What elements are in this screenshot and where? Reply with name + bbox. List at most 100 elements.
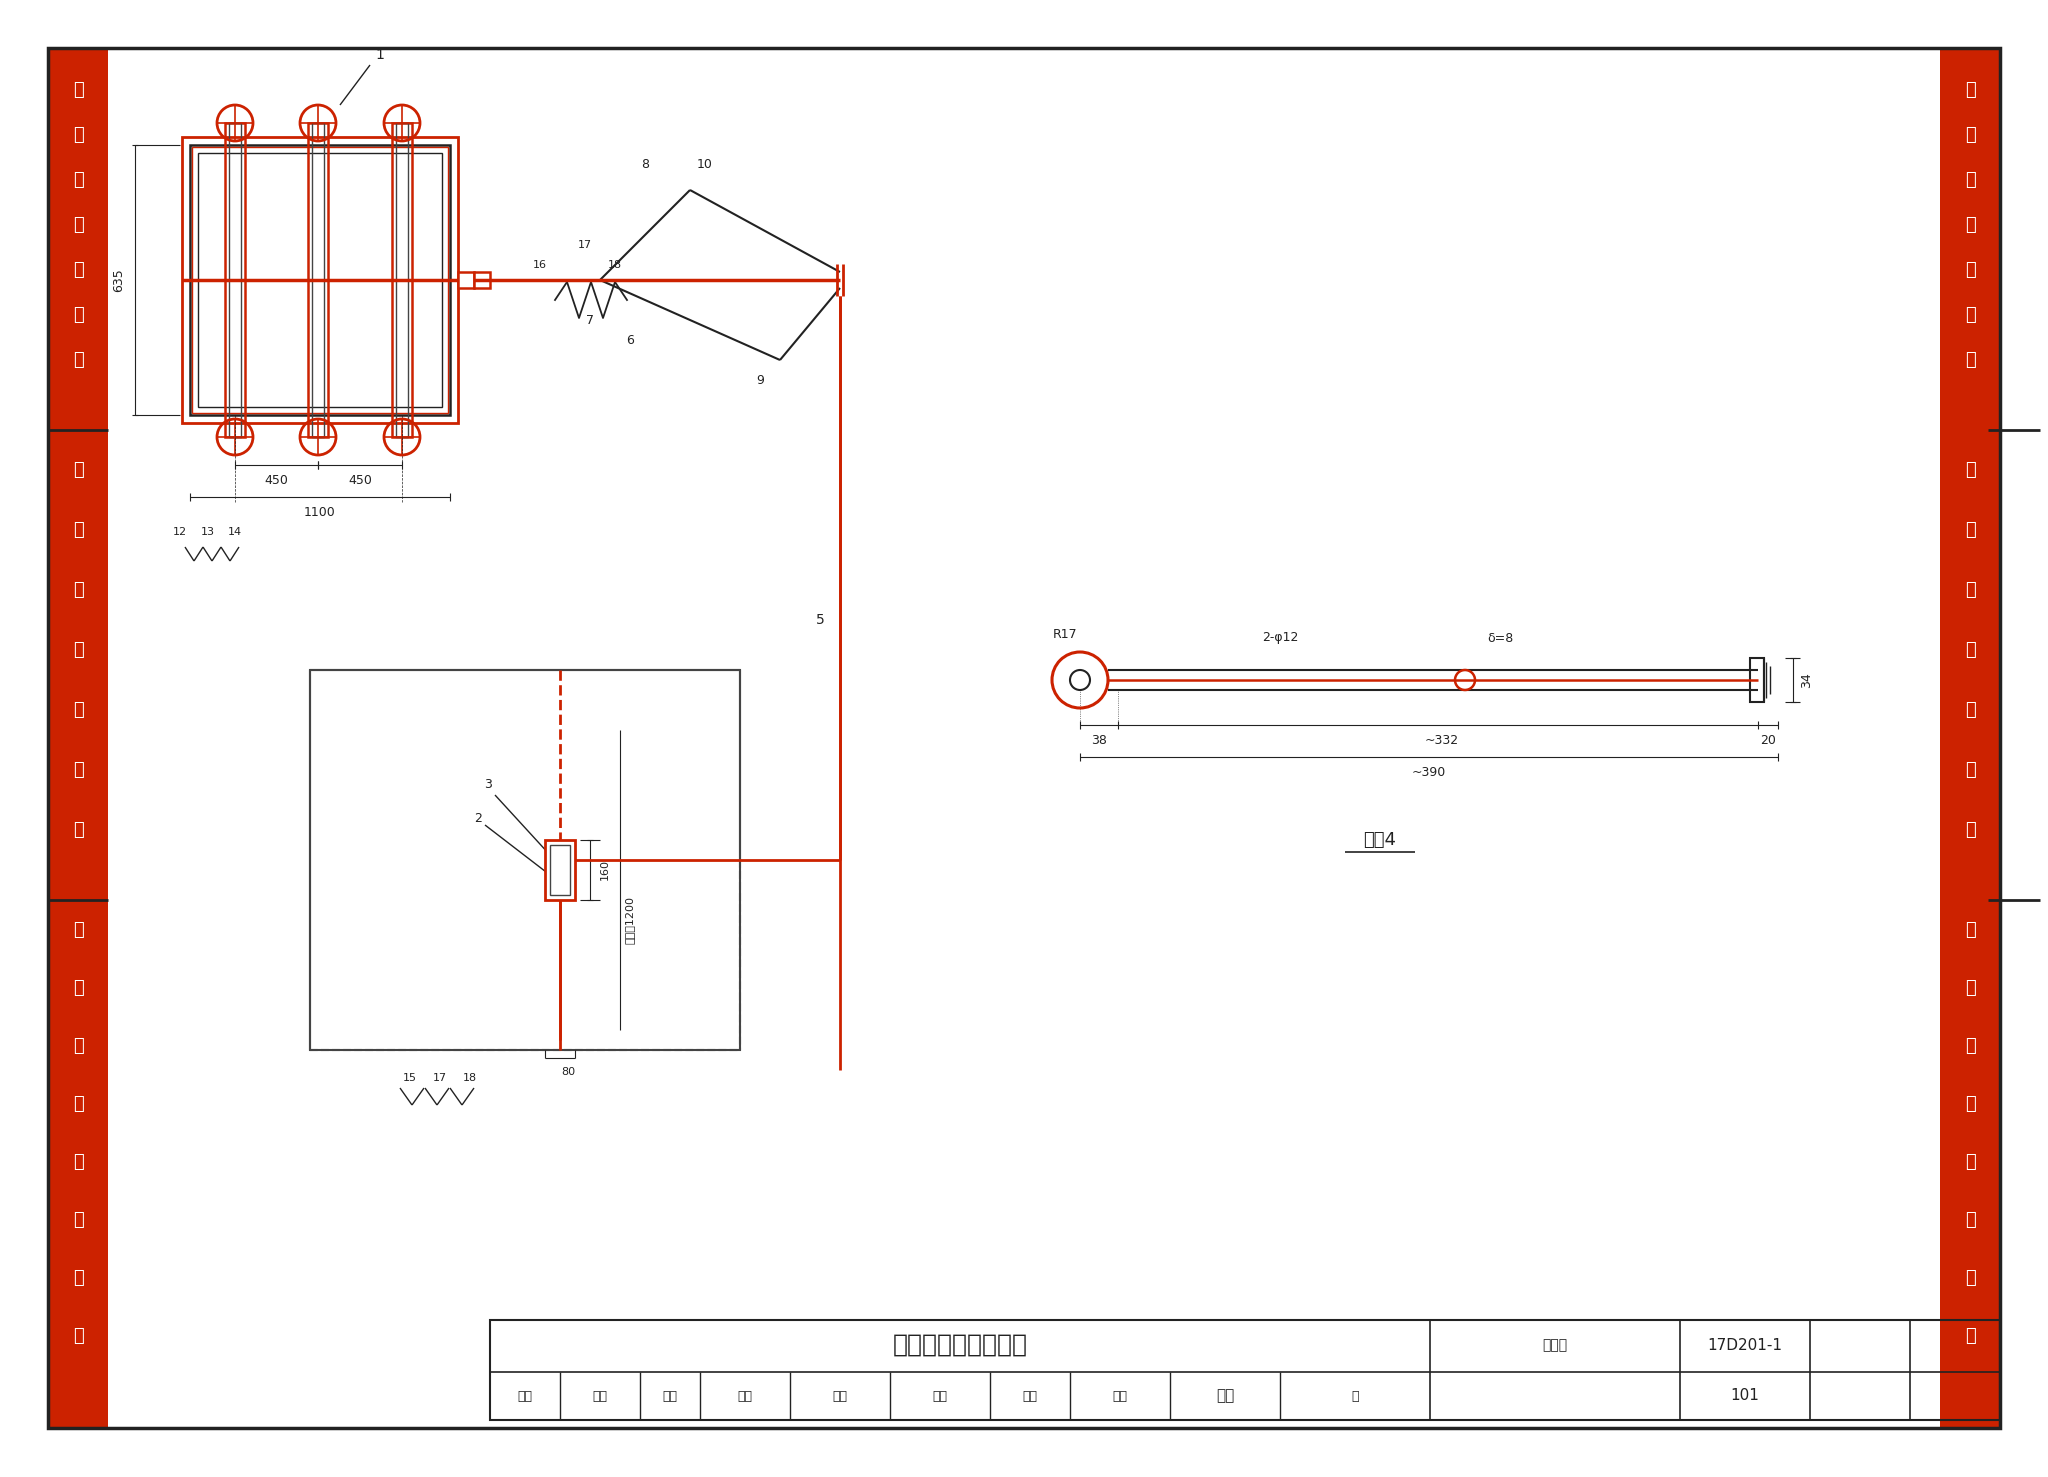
Text: 常: 常 xyxy=(1964,922,1976,939)
Text: 设: 设 xyxy=(72,1037,84,1055)
Text: 14: 14 xyxy=(227,527,242,538)
Text: 任: 任 xyxy=(72,702,84,719)
Text: 件: 件 xyxy=(72,1211,84,1229)
Text: 室: 室 xyxy=(1964,216,1976,233)
Text: 零件4: 零件4 xyxy=(1364,832,1397,849)
Text: 梁昆: 梁昆 xyxy=(1112,1390,1128,1403)
Bar xyxy=(225,123,246,437)
Bar xyxy=(1749,657,1763,702)
Text: 安: 安 xyxy=(1964,1269,1976,1286)
Text: 1: 1 xyxy=(375,47,385,62)
Text: R17: R17 xyxy=(1053,629,1077,641)
Text: 置: 置 xyxy=(1964,306,1976,323)
Text: 构: 构 xyxy=(72,1154,84,1171)
Text: 5: 5 xyxy=(815,613,825,628)
Text: 任: 任 xyxy=(1964,702,1976,719)
Text: 装: 装 xyxy=(72,1326,84,1346)
Text: ~390: ~390 xyxy=(1411,767,1446,780)
Text: 土: 土 xyxy=(1964,461,1976,479)
Text: 1100: 1100 xyxy=(303,507,336,520)
Bar xyxy=(190,145,451,415)
Text: 校对: 校对 xyxy=(737,1390,752,1403)
Bar xyxy=(307,123,328,437)
Text: 设: 设 xyxy=(72,580,84,600)
Text: 2-φ12: 2-φ12 xyxy=(1262,632,1298,644)
Text: 34: 34 xyxy=(1800,672,1812,688)
Text: 635: 635 xyxy=(113,269,125,292)
Text: 梁昆: 梁昆 xyxy=(1217,1388,1235,1403)
Text: 器: 器 xyxy=(72,171,84,189)
Text: 构: 构 xyxy=(1964,1154,1976,1171)
Text: 备: 备 xyxy=(1964,1094,1976,1114)
Bar xyxy=(199,154,442,408)
Text: 38: 38 xyxy=(1092,734,1106,747)
Text: 16: 16 xyxy=(532,260,547,270)
Text: 杨绪: 杨绪 xyxy=(831,1390,848,1403)
Text: δ=8: δ=8 xyxy=(1487,632,1513,644)
Text: 图: 图 xyxy=(1964,821,1976,839)
Text: 备: 备 xyxy=(72,1094,84,1114)
Text: 室: 室 xyxy=(72,216,84,233)
Text: 布: 布 xyxy=(1964,261,1976,279)
Text: 压: 压 xyxy=(1964,126,1976,143)
Text: 设: 设 xyxy=(1964,1037,1976,1055)
Text: 图集号: 图集号 xyxy=(1542,1338,1567,1351)
Text: 18: 18 xyxy=(608,260,623,270)
Text: 设: 设 xyxy=(1964,580,1976,600)
Text: 450: 450 xyxy=(264,474,289,487)
Text: 梓锚: 梓锚 xyxy=(932,1390,948,1403)
Bar xyxy=(182,137,459,422)
Text: 距地面1200: 距地面1200 xyxy=(625,897,635,944)
Text: 压: 压 xyxy=(72,126,84,143)
Text: 审核: 审核 xyxy=(518,1390,532,1403)
Text: 装: 装 xyxy=(1964,1326,1976,1346)
Text: 图: 图 xyxy=(1964,352,1976,369)
Text: 101: 101 xyxy=(1731,1388,1759,1403)
Bar xyxy=(47,47,109,1428)
Text: 6: 6 xyxy=(627,334,635,347)
Text: 7: 7 xyxy=(586,313,594,326)
Text: 计: 计 xyxy=(1964,641,1976,659)
Text: 2: 2 xyxy=(473,811,481,824)
Text: 12: 12 xyxy=(172,527,186,538)
Text: 3: 3 xyxy=(483,778,492,792)
Text: 图: 图 xyxy=(72,821,84,839)
Text: 13: 13 xyxy=(201,527,215,538)
Text: 计: 计 xyxy=(72,641,84,659)
Text: 土: 土 xyxy=(72,461,84,479)
Text: 17D201-1: 17D201-1 xyxy=(1708,1338,1782,1353)
Text: 17: 17 xyxy=(578,239,592,250)
Text: 建: 建 xyxy=(1964,521,1976,539)
Text: 9: 9 xyxy=(756,374,764,387)
Text: 变: 变 xyxy=(1964,81,1976,99)
Text: 器: 器 xyxy=(1964,171,1976,189)
Text: 80: 80 xyxy=(561,1066,575,1077)
Text: ~332: ~332 xyxy=(1425,734,1458,747)
Text: 图: 图 xyxy=(72,352,84,369)
Bar xyxy=(229,123,242,437)
Text: 务: 务 xyxy=(1964,761,1976,778)
Text: 160: 160 xyxy=(600,860,610,880)
Text: 布: 布 xyxy=(72,261,84,279)
Text: 18: 18 xyxy=(463,1072,477,1083)
Bar xyxy=(309,671,739,1050)
Bar xyxy=(551,845,569,895)
Bar xyxy=(193,148,449,414)
Bar xyxy=(473,272,489,288)
Text: 10: 10 xyxy=(696,158,713,171)
Bar xyxy=(391,123,412,437)
Text: 置: 置 xyxy=(72,306,84,323)
Text: 件: 件 xyxy=(1964,1211,1976,1229)
Bar xyxy=(395,123,408,437)
Text: 17: 17 xyxy=(432,1072,446,1083)
Text: 隔离开关安装（一）: 隔离开关安装（一） xyxy=(893,1334,1028,1357)
Text: 页: 页 xyxy=(1352,1390,1358,1403)
Text: 15: 15 xyxy=(403,1072,418,1083)
Text: 450: 450 xyxy=(348,474,373,487)
Text: 设计: 设计 xyxy=(1022,1390,1038,1403)
Text: 变: 变 xyxy=(72,81,84,99)
Text: 8: 8 xyxy=(641,158,649,171)
Text: 陈旭: 陈旭 xyxy=(592,1390,608,1403)
Text: 务: 务 xyxy=(72,761,84,778)
Text: 常: 常 xyxy=(72,922,84,939)
